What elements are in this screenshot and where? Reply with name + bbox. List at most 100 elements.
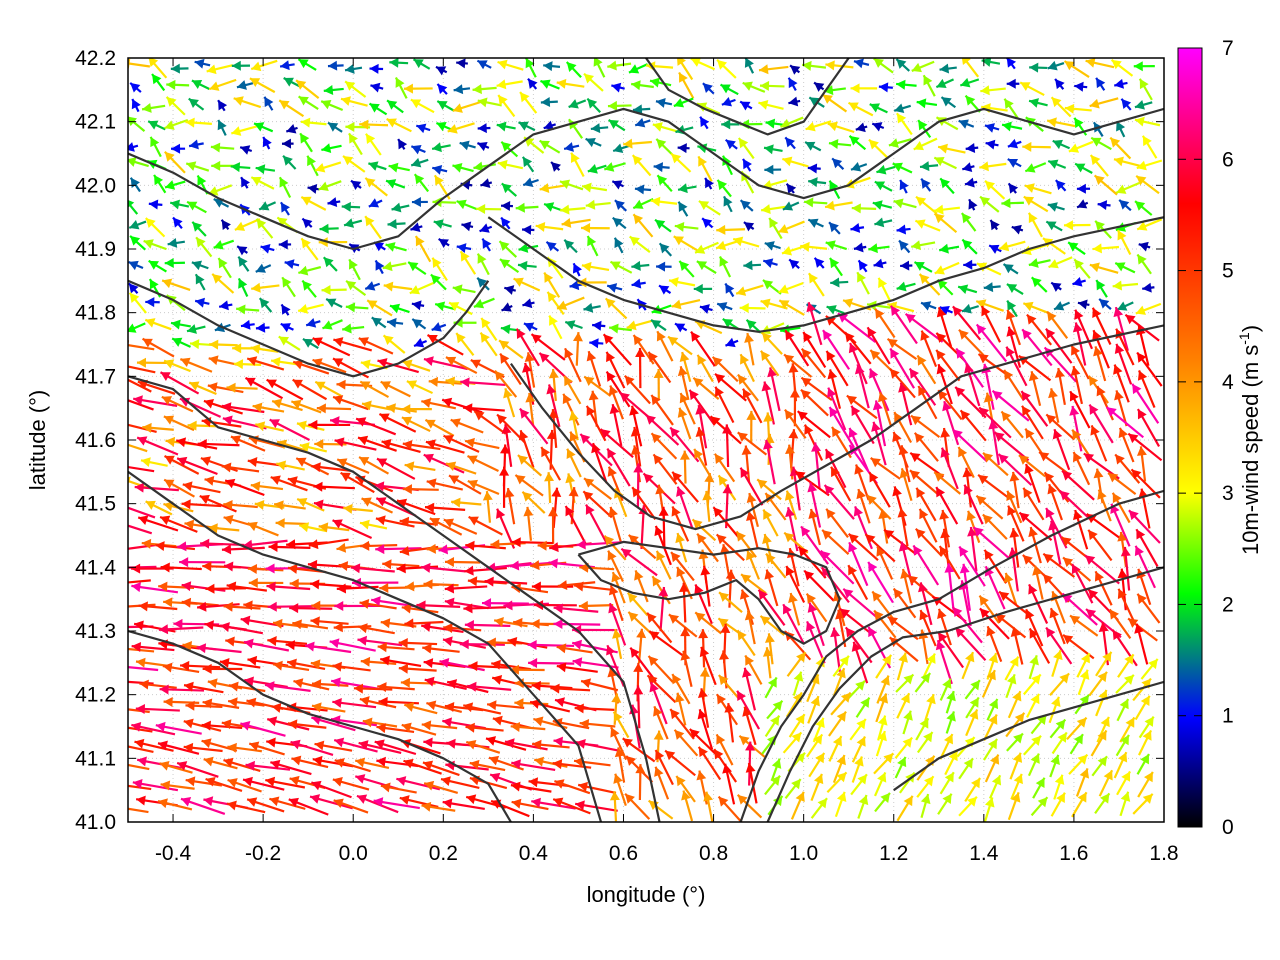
wind-vector-head bbox=[301, 196, 312, 206]
wind-vector-head bbox=[231, 60, 241, 71]
wind-vector-head bbox=[1004, 98, 1014, 110]
wind-vector-head bbox=[936, 364, 947, 375]
wind-vector-head bbox=[606, 371, 616, 382]
wind-vector-head bbox=[1063, 220, 1074, 231]
wind-vector-head bbox=[296, 80, 307, 90]
wind-vector-head bbox=[600, 429, 611, 439]
wind-vector-head bbox=[209, 339, 219, 350]
wind-vector-head bbox=[1103, 770, 1113, 781]
wind-vector-head bbox=[788, 592, 798, 603]
wind-vector-head bbox=[213, 198, 225, 208]
wind-vector-head bbox=[858, 794, 869, 806]
wind-vector-head bbox=[565, 506, 575, 517]
wind-vector-head bbox=[128, 260, 139, 271]
wind-vector-head bbox=[1113, 156, 1124, 167]
wind-vector-head bbox=[696, 770, 707, 781]
y-tick-label: 42.2 bbox=[75, 47, 116, 70]
wind-vector-head bbox=[1028, 258, 1039, 268]
x-tick-label: 0.8 bbox=[699, 842, 728, 865]
wind-vector-head bbox=[251, 61, 262, 72]
wind-vector-head bbox=[680, 650, 691, 661]
wind-vector-head bbox=[1134, 545, 1144, 557]
wind-vector-head bbox=[848, 102, 859, 112]
wind-vector-head bbox=[464, 620, 474, 631]
wind-vector-head bbox=[740, 354, 750, 365]
wind-vector-head bbox=[448, 475, 460, 485]
wind-vector-head bbox=[989, 244, 1000, 254]
wind-vector-head bbox=[652, 122, 663, 132]
wind-vector-head bbox=[887, 616, 899, 627]
wind-vector-head bbox=[695, 244, 706, 254]
wind-vector-head bbox=[698, 156, 708, 167]
wind-vector-head bbox=[614, 200, 625, 210]
wind-vector-head bbox=[827, 121, 838, 132]
wind-vector-head bbox=[432, 142, 442, 153]
wind-vector-head bbox=[423, 453, 434, 463]
wind-vector-head bbox=[511, 537, 521, 548]
wind-vector-head bbox=[965, 143, 976, 153]
wind-vector-head bbox=[323, 257, 334, 268]
wind-vector-head bbox=[381, 438, 392, 449]
wind-vector-head bbox=[915, 528, 926, 539]
wind-vector-head bbox=[948, 750, 958, 762]
wind-vector-head bbox=[562, 393, 572, 405]
wind-vector-head bbox=[1116, 184, 1127, 194]
wind-vector-head bbox=[225, 478, 236, 489]
wind-vector-head bbox=[656, 550, 666, 562]
wind-vector-head bbox=[1022, 405, 1032, 417]
wind-vector-head bbox=[1006, 78, 1016, 89]
wind-vector-head bbox=[179, 557, 189, 568]
wind-vector-head bbox=[499, 444, 510, 454]
wind-vector-head bbox=[937, 608, 947, 619]
wind-vector-head bbox=[845, 332, 855, 343]
wind-vector-head bbox=[460, 251, 470, 262]
wind-vector-head bbox=[137, 756, 147, 767]
wind-vector-head bbox=[959, 546, 969, 557]
wind-vector-head bbox=[1125, 717, 1135, 728]
wind-vector-head bbox=[114, 394, 124, 403]
contour-line bbox=[128, 107, 1164, 251]
wind-vector-head bbox=[181, 499, 191, 510]
wind-vector-head bbox=[466, 794, 477, 805]
wind-vector-head bbox=[867, 327, 877, 338]
wind-vector-head bbox=[218, 100, 228, 111]
wind-vector-head bbox=[451, 497, 461, 508]
wind-vector-head bbox=[118, 440, 128, 450]
wind-vector-head bbox=[565, 473, 576, 484]
wind-vector-head bbox=[513, 617, 523, 628]
wind-vector-head bbox=[402, 439, 413, 450]
wind-vector-head bbox=[566, 61, 577, 72]
wind-vector-head bbox=[1023, 301, 1034, 312]
wind-vector-head bbox=[503, 388, 513, 399]
wind-vector-head bbox=[287, 658, 297, 669]
wind-vector-head bbox=[699, 304, 710, 314]
wind-vector-head bbox=[718, 796, 729, 807]
wind-vector-head bbox=[1076, 183, 1086, 194]
y-tick-label: 41.2 bbox=[75, 684, 116, 707]
wind-vector-head bbox=[456, 333, 466, 344]
wind-vector-head bbox=[445, 356, 457, 366]
wind-vector-head bbox=[155, 541, 165, 552]
wind-vector-head bbox=[399, 545, 410, 556]
wind-vector-head bbox=[365, 133, 376, 145]
wind-vector-head bbox=[914, 432, 925, 443]
wind-vector-head bbox=[934, 204, 944, 215]
wind-vector-head bbox=[441, 776, 451, 786]
wind-vector-head bbox=[327, 197, 338, 208]
wind-vector-head bbox=[251, 282, 261, 293]
wind-vector-head bbox=[322, 320, 333, 330]
wind-vector-head bbox=[430, 274, 441, 285]
wind-vector-head bbox=[593, 58, 603, 67]
wind-vector-head bbox=[981, 306, 991, 317]
wind-vector-head bbox=[444, 583, 455, 594]
wind-vector-head bbox=[438, 238, 449, 248]
wind-vector-head bbox=[1002, 121, 1012, 132]
wind-vector-head bbox=[158, 581, 168, 592]
wind-vector-head bbox=[911, 240, 921, 251]
wind-vector-head bbox=[1006, 346, 1016, 357]
wind-vector-head bbox=[740, 467, 750, 479]
wind-vector-head bbox=[157, 798, 168, 809]
wind-vector-head bbox=[897, 507, 908, 518]
wind-vector-head bbox=[286, 124, 297, 134]
wind-vector-head bbox=[845, 627, 856, 638]
